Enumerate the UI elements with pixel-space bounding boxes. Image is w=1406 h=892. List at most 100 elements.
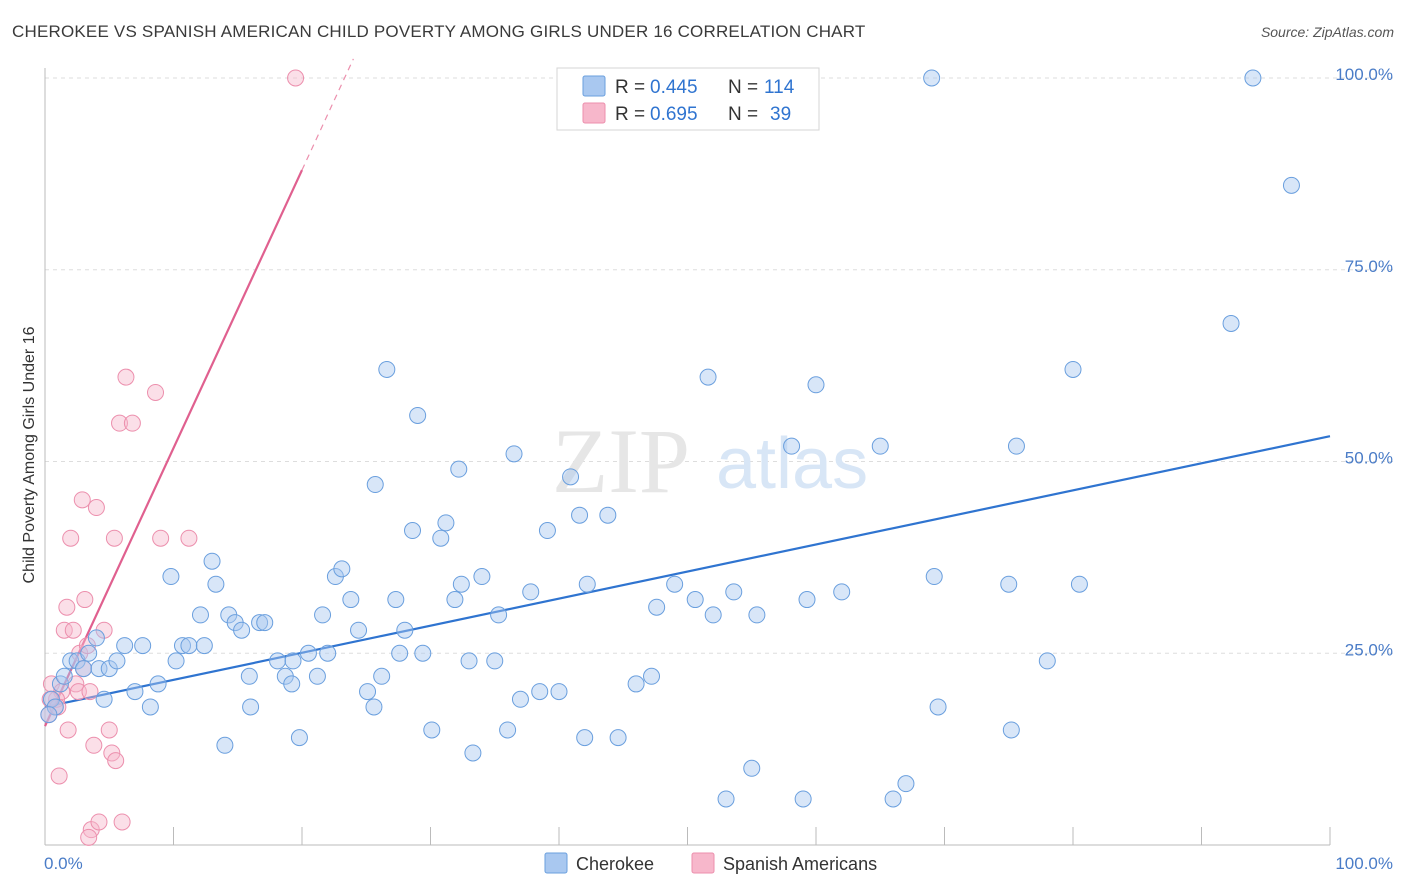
cherokee-point	[1282, 176, 1300, 194]
cherokee-point	[704, 606, 722, 624]
axes	[44, 68, 1331, 846]
cherokee-point	[240, 667, 258, 685]
spanish-trend-extension	[301, 58, 354, 171]
cherokee-point	[807, 376, 825, 394]
cherokee-point	[167, 652, 185, 670]
spanish-point	[90, 813, 108, 831]
spanish-point	[85, 736, 103, 754]
spanish-point	[87, 499, 105, 517]
cherokee-point	[387, 591, 405, 609]
cherokee-point	[699, 368, 717, 386]
legend-r-label-spanish: R =	[615, 104, 645, 125]
legend-swatch-spanish	[582, 102, 606, 124]
cherokee-point	[464, 744, 482, 762]
spanish-point	[105, 529, 123, 547]
cherokee-point	[1222, 314, 1240, 332]
cherokee-point	[1064, 360, 1082, 378]
cherokee-point	[75, 660, 93, 678]
source-label: Source: ZipAtlas.com	[1260, 24, 1394, 40]
cherokee-point	[929, 698, 947, 716]
cherokee-point	[404, 522, 422, 540]
cherokee-point	[925, 568, 943, 586]
cherokee-point	[783, 437, 801, 455]
spanish-point	[62, 529, 80, 547]
bottom-legend: Cherokee Spanish Americans	[544, 852, 877, 874]
spanish-point	[147, 383, 165, 401]
cherokee-point	[233, 621, 251, 639]
bottom-legend-label-cherokee: Cherokee	[576, 854, 654, 874]
cherokee-point	[378, 360, 396, 378]
cherokee-point	[794, 790, 812, 808]
cherokee-point	[666, 575, 684, 593]
spanish-trend-line	[44, 169, 303, 727]
cherokee-point	[609, 729, 627, 747]
spanish-point	[117, 368, 135, 386]
legend-r-value-cherokee: 0.445	[650, 77, 698, 98]
cherokee-trend-line	[44, 435, 1331, 709]
cherokee-point	[437, 514, 455, 532]
cherokee-point	[373, 667, 391, 685]
spanish-point	[59, 721, 77, 739]
cherokee-point	[333, 560, 351, 578]
legend-n-label-spanish: N =	[728, 104, 758, 125]
cherokee-point	[473, 568, 491, 586]
spanish-point	[152, 529, 170, 547]
cherokee-point	[90, 660, 108, 678]
cherokee-point	[748, 606, 766, 624]
cherokee-point	[55, 667, 73, 685]
tick-labels: 25.0% 50.0% 75.0% 100.0% 0.0% 100.0%	[44, 65, 1393, 873]
watermark: ZIP atlas	[552, 410, 868, 512]
cherokee-points	[40, 69, 1300, 808]
cherokee-point	[359, 683, 377, 701]
bottom-legend-swatch-spanish	[691, 852, 715, 874]
cherokee-point	[571, 506, 589, 524]
cherokee-point	[284, 652, 302, 670]
cherokee-point	[923, 69, 941, 87]
cherokee-point	[207, 575, 225, 593]
legend-n-value-cherokee: 114	[764, 77, 795, 98]
cherokee-point	[365, 698, 383, 716]
cherokee-point	[391, 644, 409, 662]
spanish-point	[58, 598, 76, 616]
cherokee-point	[134, 637, 152, 655]
cherokee-point	[423, 721, 441, 739]
y-tick-label: 25.0%	[1345, 640, 1393, 659]
spanish-points	[40, 69, 305, 846]
cherokee-point	[108, 652, 126, 670]
cherokee-point	[499, 721, 517, 739]
legend-r-label-cherokee: R =	[615, 77, 645, 98]
cherokee-point	[897, 775, 915, 793]
cherokee-point	[627, 675, 645, 693]
cherokee-point	[319, 644, 337, 662]
spanish-point	[111, 414, 129, 432]
cherokee-point	[80, 644, 98, 662]
cherokee-point	[505, 445, 523, 463]
cherokee-point	[342, 591, 360, 609]
cherokee-point	[743, 759, 761, 777]
watermark-zip: ZIP	[552, 410, 690, 512]
y-tick-label: 75.0%	[1345, 257, 1393, 276]
cherokee-point	[717, 790, 735, 808]
cherokee-point	[290, 729, 308, 747]
cherokee-point	[366, 476, 384, 494]
spanish-point	[100, 721, 118, 739]
cherokee-point	[414, 644, 432, 662]
cherokee-point	[486, 652, 504, 670]
spanish-point	[50, 767, 68, 785]
legend-r-value-spanish: 0.695	[650, 104, 698, 125]
spanish-point	[73, 491, 91, 509]
cherokee-point	[452, 575, 470, 593]
cherokee-point	[798, 591, 816, 609]
cherokee-point	[126, 683, 144, 701]
y-tick-label: 100.0%	[1335, 65, 1393, 84]
cherokee-point	[686, 591, 704, 609]
cherokee-point	[141, 698, 159, 716]
cherokee-point	[180, 637, 198, 655]
cherokee-point	[538, 522, 556, 540]
cherokee-point	[550, 683, 568, 701]
spanish-point	[113, 813, 131, 831]
cherokee-point	[251, 614, 269, 632]
cherokee-point	[450, 460, 468, 478]
cherokee-point	[1244, 69, 1262, 87]
legend-n-value-spanish: 39	[770, 104, 791, 125]
